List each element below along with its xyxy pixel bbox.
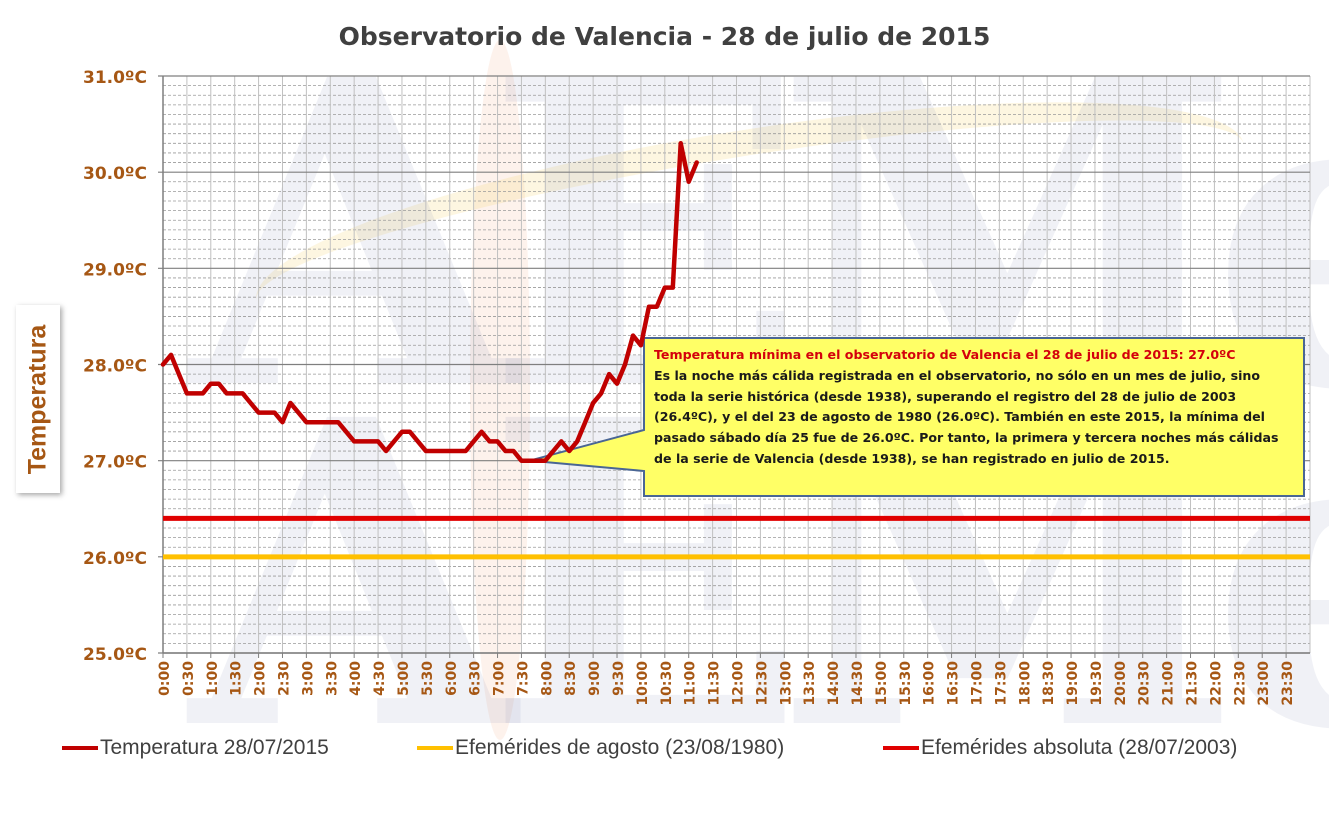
x-tick-label: 14:30 [850, 661, 866, 706]
annotation-callout: Temperatura mínima en el observatorio de… [644, 338, 1304, 496]
y-axis-title-box: Temperatura [16, 305, 60, 493]
x-tick-label: 10:30 [659, 661, 675, 706]
annotation-title: Temperatura mínima en el observatorio de… [654, 347, 1236, 362]
x-tick-label: 12:00 [731, 661, 747, 706]
legend-swatch [883, 746, 919, 750]
legend-swatch [417, 746, 453, 750]
x-tick-label: 1:00 [205, 661, 221, 696]
x-tick-label: 13:30 [802, 661, 818, 706]
x-tick-label: 21:00 [1161, 661, 1177, 706]
y-tick-label: 26.0ºC [83, 549, 147, 569]
x-tick-label: 1:30 [229, 661, 245, 696]
x-tick-label: 0:30 [181, 661, 197, 696]
x-tick-label: 9:30 [611, 661, 627, 696]
reference-lines [163, 515, 1310, 560]
x-tick-label: 13:00 [778, 661, 794, 706]
y-tick-label: 31.0ºC [83, 68, 147, 88]
x-tick-label: 3:00 [300, 661, 316, 696]
x-tick-label: 16:30 [946, 661, 962, 706]
x-tick-label: 23:00 [1256, 661, 1272, 706]
x-tick-label: 8:30 [563, 661, 579, 696]
x-tick-label: 19:00 [1065, 661, 1081, 706]
x-tick-label: 12:30 [754, 661, 770, 706]
x-tick-label: 5:00 [396, 661, 412, 696]
x-tick-label: 23:30 [1280, 661, 1296, 706]
x-tick-label: 5:30 [420, 661, 436, 696]
x-tick-label: 21:30 [1185, 661, 1201, 706]
series-layer [160, 141, 699, 463]
legend: Temperatura 28/07/2015 Efemérides de ago… [0, 736, 1329, 766]
callout-box [529, 337, 1305, 497]
legend-swatch [62, 746, 98, 750]
x-tick-label: 20:30 [1137, 661, 1153, 706]
x-tick-label: 17:00 [969, 661, 985, 706]
x-tick-label: 3:30 [324, 661, 340, 696]
x-tick-label: 18:00 [1017, 661, 1033, 706]
x-tick-labels: 0:00 0:30 1:00 1:30 2:00 2:30 3:00 3:30 4:00 4:30… [157, 661, 1296, 706]
legend-label: Efemérides de agosto (23/08/1980) [455, 736, 785, 759]
x-tick-label: 6:30 [468, 661, 484, 696]
x-tick-label: 2:00 [253, 661, 269, 696]
x-tick-label: 15:00 [874, 661, 890, 706]
x-tick-label: 22:30 [1232, 661, 1248, 706]
legend-label: Efemérides absoluta (28/07/2003) [921, 736, 1238, 759]
x-tick-label: 11:00 [683, 661, 699, 706]
x-tick-label: 9:00 [587, 661, 603, 696]
x-tick-label: 10:00 [635, 661, 651, 706]
legend-item-efemerides-absoluta: Efemérides absoluta (28/07/2003) [883, 736, 1237, 760]
chart-title: Observatorio de Valencia - 28 de julio d… [338, 22, 991, 51]
y-tick-labels: 25.0ºC 26.0ºC 27.0ºC 28.0ºC 29.0ºC 30.0ºC 31.0… [83, 68, 147, 665]
y-tick-label: 27.0ºC [83, 453, 147, 473]
x-tick-label: 20:00 [1113, 661, 1129, 706]
x-tick-label: 18:30 [1041, 661, 1057, 706]
y-tick-label: 29.0ºC [83, 260, 147, 280]
x-tick-label: 7:00 [492, 661, 508, 696]
y-tick-label: 25.0ºC [83, 645, 147, 665]
legend-label: Temperatura 28/07/2015 [100, 736, 329, 759]
x-tick-label: 4:00 [348, 661, 364, 696]
series-line-temperatura [160, 141, 699, 463]
x-tick-label: 22:00 [1208, 661, 1224, 706]
y-tick-label: 30.0ºC [83, 164, 147, 184]
x-tick-label: 2:30 [276, 661, 292, 696]
callout-shape [529, 337, 1305, 497]
legend-item-efemerides-agosto: Efemérides de agosto (23/08/1980) [417, 736, 784, 760]
x-tick-label: 0:00 [157, 661, 173, 696]
x-tick-label: 7:30 [515, 661, 531, 696]
x-tick-label: 8:00 [539, 661, 555, 696]
x-tick-label: 6:00 [444, 661, 460, 696]
legend-item-temperatura: Temperatura 28/07/2015 [62, 736, 329, 760]
x-tick-label: 4:30 [372, 661, 388, 696]
y-axis-title: Temperatura [23, 324, 52, 474]
x-tick-label: 16:00 [922, 661, 938, 706]
annotation-text: Es la noche más cálida registrada en el … [654, 367, 1279, 466]
x-tick-label: 11:30 [707, 661, 723, 706]
y-tick-label: 28.0ºC [83, 357, 147, 377]
x-tick-label: 19:30 [1089, 661, 1105, 706]
x-tick-label: 15:30 [898, 661, 914, 706]
chart-canvas: 25.0ºC 26.0ºC 27.0ºC 28.0ºC 29.0ºC 30.0ºC 31.0… [83, 68, 1311, 706]
x-tick-label: 14:00 [826, 661, 842, 706]
x-tick-label: 17:30 [993, 661, 1009, 706]
